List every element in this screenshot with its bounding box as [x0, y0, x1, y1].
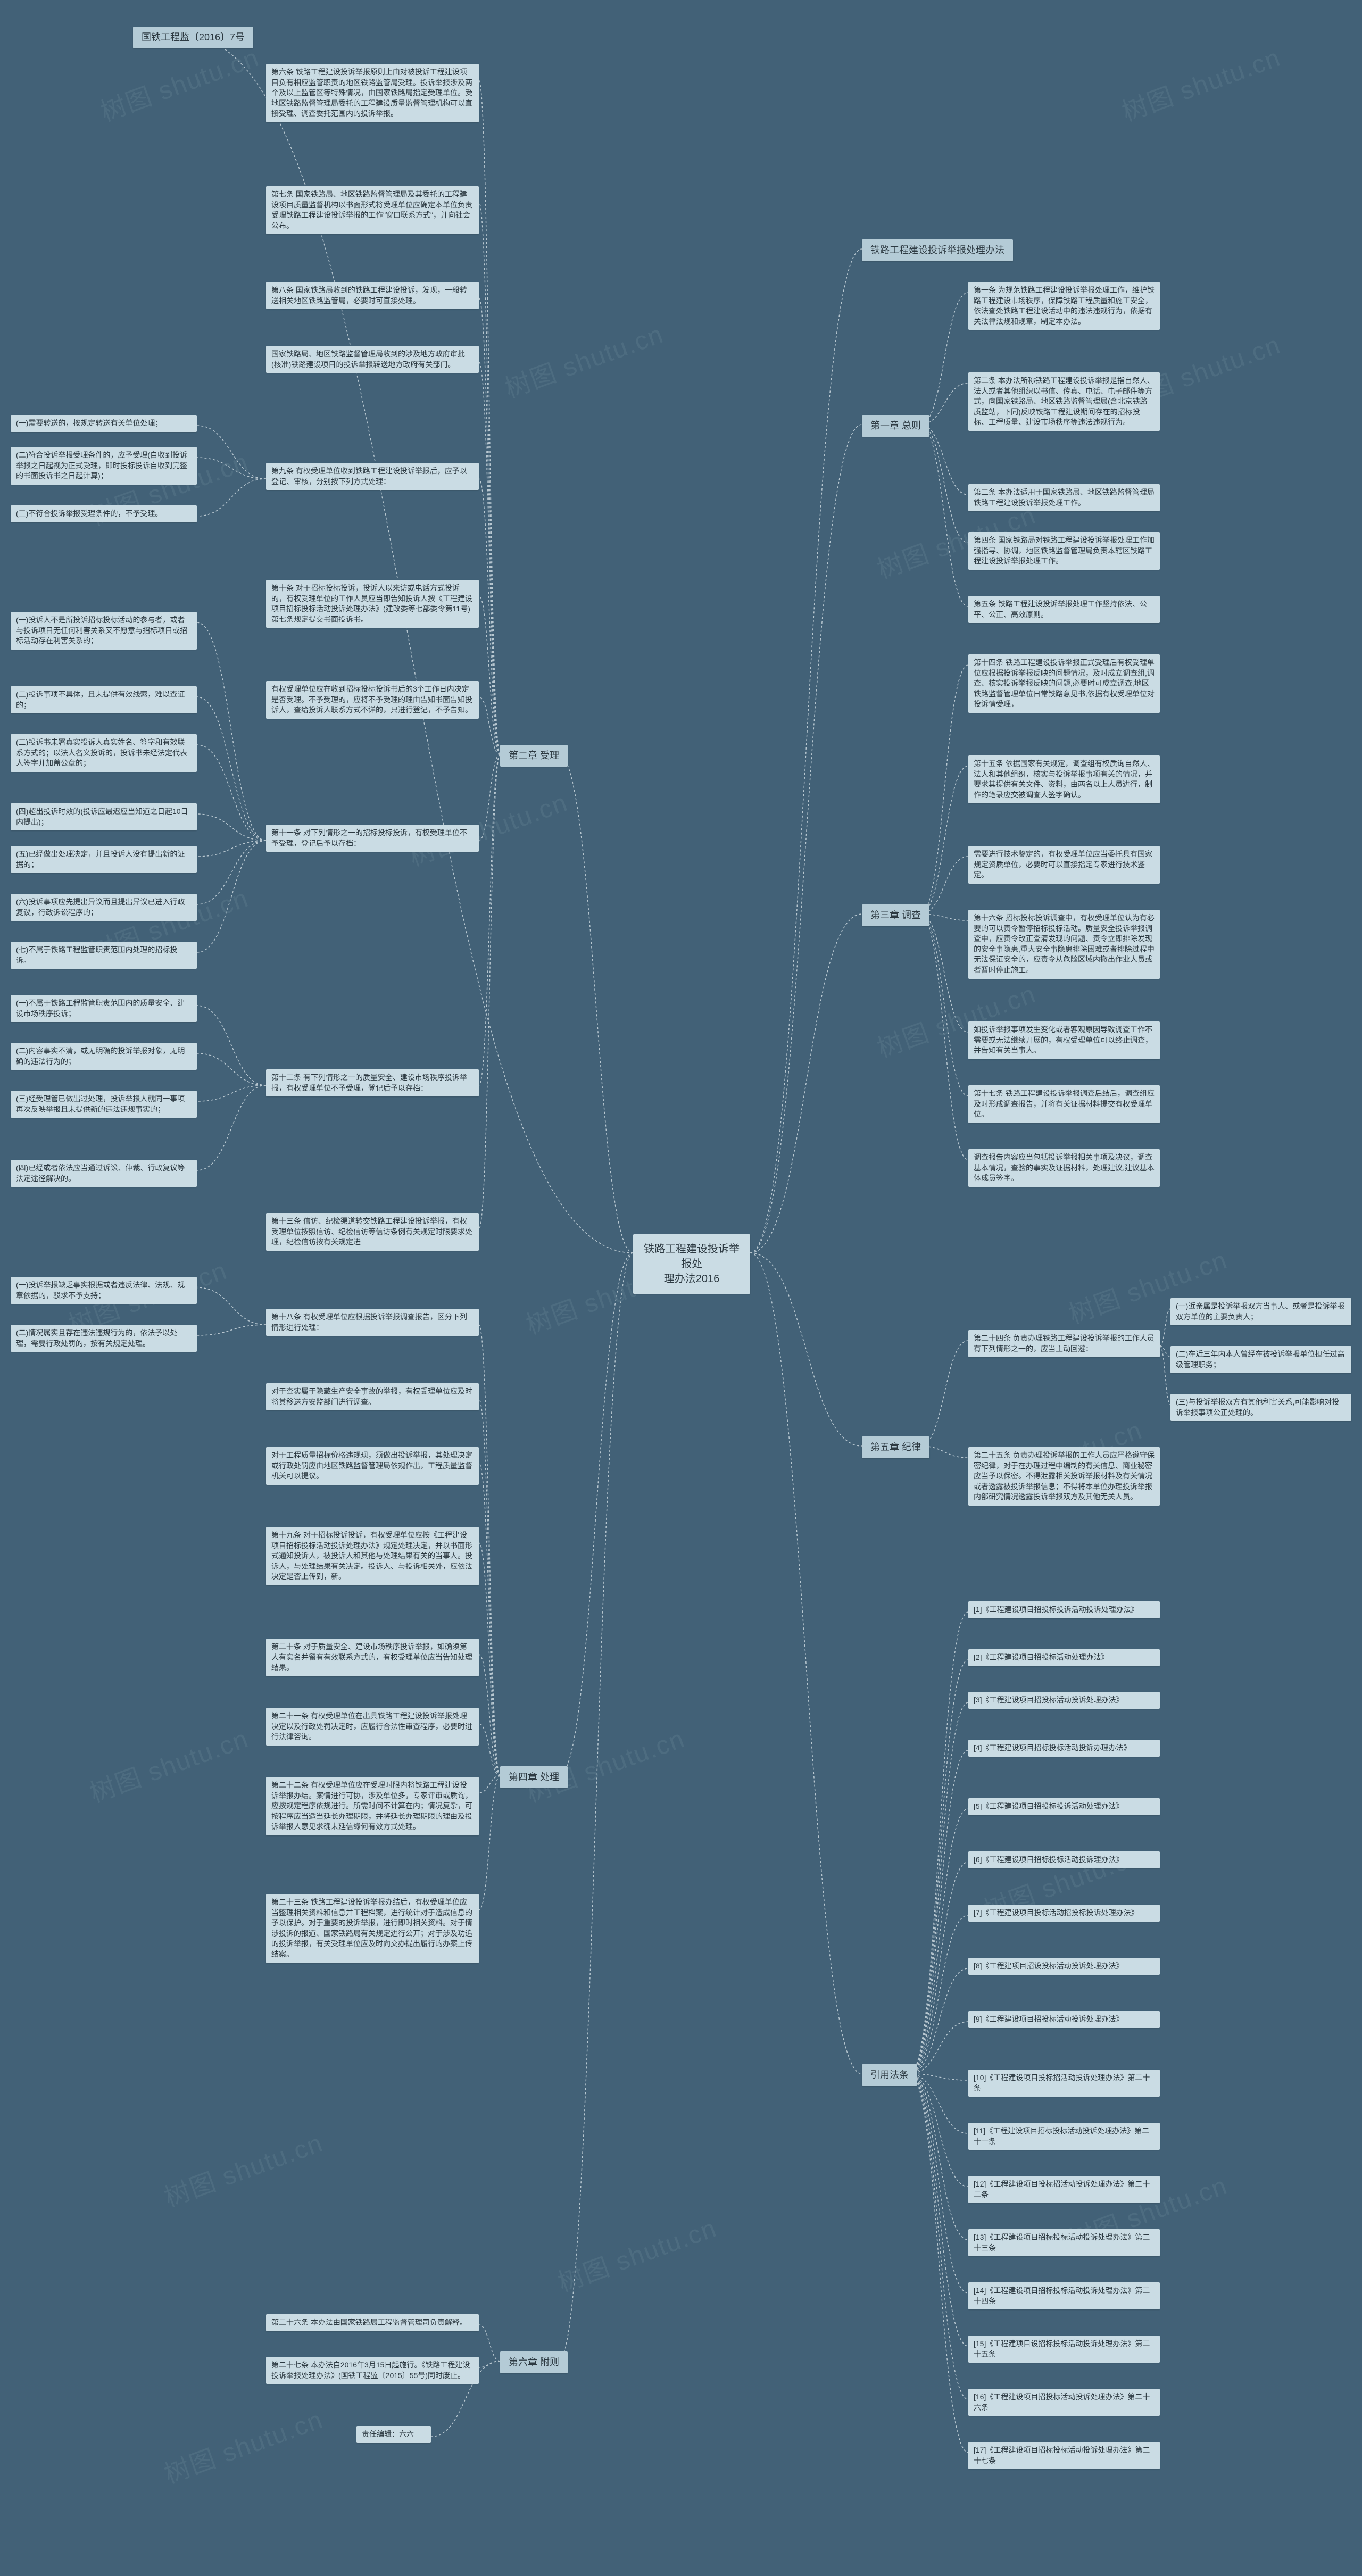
- article-a3: 第三条 本办法适用于国家铁路局、地区铁路监督管理局铁路工程建设投诉举报处理工作。: [968, 484, 1160, 511]
- article-a24: 第二十四条 负责办理铁路工程建设投诉举报的工作人员有下列情形之一的，应当主动回避…: [968, 1330, 1160, 1357]
- doc-number: 国铁工程监〔2016〕7号: [133, 27, 253, 48]
- article-a25: 第二十五条 负责办理投诉举报的工作人员应严格遵守保密纪律，对于在办理过程中编制的…: [968, 1447, 1160, 1506]
- subitem-sub9_3: (三)不符合投诉举报受理条件的，不予受理。: [11, 505, 197, 522]
- article-a26: 第二十六条 本办法由国家铁路局工程监督管理司负责解释。: [266, 2314, 479, 2331]
- article-a15b: 需要进行技术鉴定的，有权受理单位应当委托具有国家规定资质单位，必要时可以直接指定…: [968, 846, 1160, 884]
- article-a21: 第二十一条 有权受理单位在出具铁路工程建设投诉举报处理决定以及行政处罚决定时，应…: [266, 1708, 479, 1746]
- center-node: 铁路工程建设投诉举报处 理办法2016: [633, 1234, 750, 1294]
- subitem-sub12_4: (四)已经或者依法应当通过诉讼、仲裁、行政复议等法定途径解决的。: [11, 1160, 197, 1187]
- article-a18c: 对于工程质量招标价格违规现，须做出投诉举报，其处理决定或行政处罚应由地区铁路监督…: [266, 1447, 479, 1485]
- article-a17: 第十七条 铁路工程建设投诉举报调查后结后，调查组应及时形成调查报告，并将有关证据…: [968, 1085, 1160, 1123]
- law-ref-16: [16]《工程建设项目招投标活动投诉处理办法》第二十六条: [968, 2389, 1160, 2416]
- subitem-sub12_1: (一)不属于铁路工程监管职责范围内的质量安全、建设市场秩序投诉；: [11, 995, 197, 1022]
- article-a13: 第十三条 信访、纪检渠道转交铁路工程建设投诉举报，有权受理单位按照信访、纪检信访…: [266, 1213, 479, 1251]
- subitem-sub18_2: (二)情况属实且存在违法违规行为的，依法予以处理，需要行政处罚的，按有关规定处理…: [11, 1325, 197, 1352]
- law-ref-11: [11]《工程建设项目招标投标活动投诉处理办法》第二十一条: [968, 2123, 1160, 2150]
- law-ref-9: [9]《工程建设项目招投标活动投诉处理办法》: [968, 2011, 1160, 2028]
- subitem-sub11_2: (二)投诉事项不具体，且未提供有效线索，难以查证的；: [11, 686, 197, 713]
- law-ref-3: [3]《工程建设项目招投标活动投诉处理办法》: [968, 1692, 1160, 1709]
- subitem-sub12_3: (三)经受理管已做出过处理，投诉举报人就同一事项再次反映举报且未提供新的违法违规…: [11, 1091, 197, 1118]
- article-a16: 第十六条 招标投标投诉调查中，有权受理单位认为有必要的可以责令暂停招标投标活动。…: [968, 910, 1160, 979]
- article-a27: 第二十七条 本办法自2016年3月15日起施行。《铁路工程建设投诉举报处理办法》…: [266, 2357, 479, 2384]
- article-a12: 第十二条 有下列情形之一的质量安全、建设市场秩序投诉举报，有权受理单位不予受理，…: [266, 1069, 479, 1096]
- watermark: 树图 shutu.cn: [1116, 37, 1285, 129]
- article-a8: 第八条 国家铁路局收到的铁路工程建设投诉，发现，一般转送相关地区铁路监管局，必要…: [266, 282, 479, 309]
- laws-header: 引用法条: [862, 2064, 917, 2086]
- watermark: 树图 shutu.cn: [520, 1718, 689, 1810]
- subitem-sub11_1: (一)投诉人不是所投诉招标投标活动的参与者，或者与投诉项目无任何利害关系又不愿意…: [11, 612, 197, 650]
- law-ref-10: [10]《工程建设项目投标招活动投诉处理办法》第二十条: [968, 2070, 1160, 2097]
- subitem-sub24_3: (三)与投诉举报双方有其他利害关系,可能影响对投诉举报事项公正处理的。: [1170, 1394, 1351, 1421]
- law-ref-14: [14]《工程建设项目招标投标活动投诉处理办法》第二十四条: [968, 2282, 1160, 2309]
- article-a8b: 国家铁路局、地区铁路监督管理局收到的涉及地方政府审批(核准)铁路建设项目的投诉举…: [266, 346, 479, 373]
- subitem-sub11_7: (七)不属于铁路工程监管职责范围内处理的招标投诉。: [11, 942, 197, 969]
- law-ref-1: [1]《工程建设项目招投标投诉活动投诉处理办法》: [968, 1601, 1160, 1618]
- article-a2: 第二条 本办法所称铁路工程建设投诉举报是指自然人、法人或者其他组织以书信、传真、…: [968, 372, 1160, 431]
- chapter-2: 第二章 受理: [500, 745, 568, 767]
- watermark: 树图 shutu.cn: [84, 1718, 253, 1810]
- subitem-sub9_2: (二)符合投诉举报受理条件的，应予受理(自收到投诉举报之日起视为正式受理，即时投…: [11, 447, 197, 485]
- subitem-sub24_1: (一)近亲属是投诉举报双方当事人、或者是投诉举报双方单位的主要负责人；: [1170, 1298, 1351, 1325]
- law-ref-12: [12]《工程建设项目投标招活动投诉处理办法》第二十二条: [968, 2176, 1160, 2203]
- law-ref-17: [17]《工程建设项目招标投标活动投诉处理办法》第二十七条: [968, 2442, 1160, 2469]
- article-a20: 第二十条 对于质量安全、建设市场秩序投诉举报，如确须第人有实名并留有有效联系方式…: [266, 1639, 479, 1676]
- article-a10b: 有权受理单位应在收到招标投标投诉书后的3个工作日内决定是否受理。不予受理的，应将…: [266, 681, 479, 719]
- subitem-sub12_2: (二)内容事实不清，或无明确的投诉举报对象，无明确的违法行为的；: [11, 1043, 197, 1070]
- watermark: 树图 shutu.cn: [552, 2207, 721, 2299]
- subitem-sub18_1: (一)投诉举报缺乏事实根据或者违反法律、法规、规章依据的，驳求不予支持；: [11, 1277, 197, 1304]
- law-ref-13: [13]《工程建设项目招标投标活动投诉处理办法》第二十三条: [968, 2229, 1160, 2256]
- article-a16b: 如投诉举报事项发生变化或者客观原因导致调查工作不需要或无法继续开展的，有权受理单…: [968, 1021, 1160, 1059]
- article-a1: 第一条 为规范铁路工程建设投诉举报处理工作，维护铁路工程建设市场秩序，保障铁路工…: [968, 282, 1160, 330]
- law-ref-5: [5]《工程建设项目招投标投诉活动处理办法》: [968, 1798, 1160, 1815]
- title-block: 铁路工程建设投诉举报处理办法: [862, 239, 1013, 261]
- article-a18: 第十八条 有权受理单位应根据投诉举报调查报告，区分下列情形进行处理：: [266, 1309, 479, 1336]
- article-a22: 第二十二条 有权受理单位应在受理时限内将铁路工程建设投诉举报办结。案情进行可协，…: [266, 1777, 479, 1835]
- article-a5: 第五条 铁路工程建设投诉举报处理工作坚持依法、公平、公正、高效原则。: [968, 596, 1160, 623]
- law-ref-4: [4]《工程建设项目招标投标活动投诉办理办法》: [968, 1740, 1160, 1757]
- article-a14: 第十四条 铁路工程建设投诉举报正式受理后有权受理单位应根据投诉举报反映的问题情况…: [968, 654, 1160, 713]
- subitem-sub9_1: (一)需要转送的，按规定转送有关单位处理；: [11, 415, 197, 432]
- article-a9: 第九条 有权受理单位收到铁路工程建设投诉举报后，应予以登记、审核，分别按下列方式…: [266, 463, 479, 490]
- law-ref-6: [6]《工程建设项目招标投标活动投诉理办法》: [968, 1851, 1160, 1868]
- article-a18b: 对于查实属于隐藏生产安全事故的举报，有权受理单位应及时将其移送方安监部门进行调查…: [266, 1383, 479, 1410]
- article-a17b: 调查报告内容应当包括投诉举报相关事项及决议，调查基本情况，查验的事实及证据材料，…: [968, 1149, 1160, 1187]
- chapter-4: 第四章 处理: [500, 1766, 568, 1788]
- watermark: 树图 shutu.cn: [94, 37, 263, 129]
- watermark: 树图 shutu.cn: [158, 2122, 327, 2214]
- chapter-5: 第五章 纪律: [862, 1436, 929, 1458]
- article-a4: 第四条 国家铁路局对铁路工程建设投诉举报处理工作加强指导、协调，地区铁路监督管理…: [968, 532, 1160, 570]
- chapter-6: 第六章 附则: [500, 2351, 568, 2373]
- chapter-1: 第一章 总则: [862, 415, 929, 437]
- subitem-sub11_3: (三)投诉书未署真实投诉人真实姓名、签字和有效联系方式的；以法人名义投诉的，投诉…: [11, 734, 197, 772]
- law-ref-7: [7]《工程建设项目投标活动招投标投诉处理办法》: [968, 1905, 1160, 1922]
- article-a7: 第七条 国家铁路局、地区铁路监督管理局及其委托的工程建设项目质量监督机构以书面形…: [266, 186, 479, 234]
- chapter-3: 第三章 调查: [862, 904, 929, 926]
- article-a6: 第六条 铁路工程建设投诉举报原则上由对被投诉工程建设项目负有相应监管职责的地区铁…: [266, 64, 479, 122]
- watermark: 树图 shutu.cn: [158, 2399, 327, 2491]
- law-ref-8: [8]《工程建项目招设投标活动投诉处理办法》: [968, 1958, 1160, 1975]
- subitem-sub11_4: (四)超出投诉时效的(投诉应最迟应当知道之日起10日内提出)；: [11, 803, 197, 830]
- subitem-sub11_6: (六)投诉事项应先提出异议而且提出异议已进入行政复议，行政诉讼程序的；: [11, 894, 197, 921]
- article-a19: 第十九条 对于招标投诉投诉，有权受理单位应按《工程建设项目招标投标活动投诉处理办…: [266, 1527, 479, 1585]
- article-a11: 第十一条 对下列情形之一的招标投标投诉，有权受理单位不予受理，登记后予以存档：: [266, 825, 479, 852]
- subitem-sub11_5: (五)已经做出处理决定，并且投诉人没有提出新的证据的；: [11, 846, 197, 873]
- article-a10: 第十条 对于招标投标投诉，投诉人以来访或电话方式投诉的，有权受理单位的工作人员应…: [266, 580, 479, 628]
- article-a23: 第二十三条 铁路工程建设投诉举报办结后，有权受理单位应当整理相关资料和信息并工程…: [266, 1894, 479, 1963]
- article-a15: 第十五条 依据国家有关规定，调查组有权质询自然人、法人和其他组织，核实与投诉举报…: [968, 755, 1160, 803]
- watermark: 树图 shutu.cn: [499, 313, 668, 405]
- law-ref-15: [15]《工程建项目设招标投标活动投诉处理办法》第二十五条: [968, 2336, 1160, 2363]
- law-ref-2: [2]《工程建设项目招投标活动处理办法》: [968, 1649, 1160, 1666]
- subitem-sub24_2: (二)在近三年内本人曾经在被投诉举报单位担任过高级管理职务；: [1170, 1346, 1351, 1373]
- chief-editor: 责任编辑：六六: [356, 2426, 431, 2443]
